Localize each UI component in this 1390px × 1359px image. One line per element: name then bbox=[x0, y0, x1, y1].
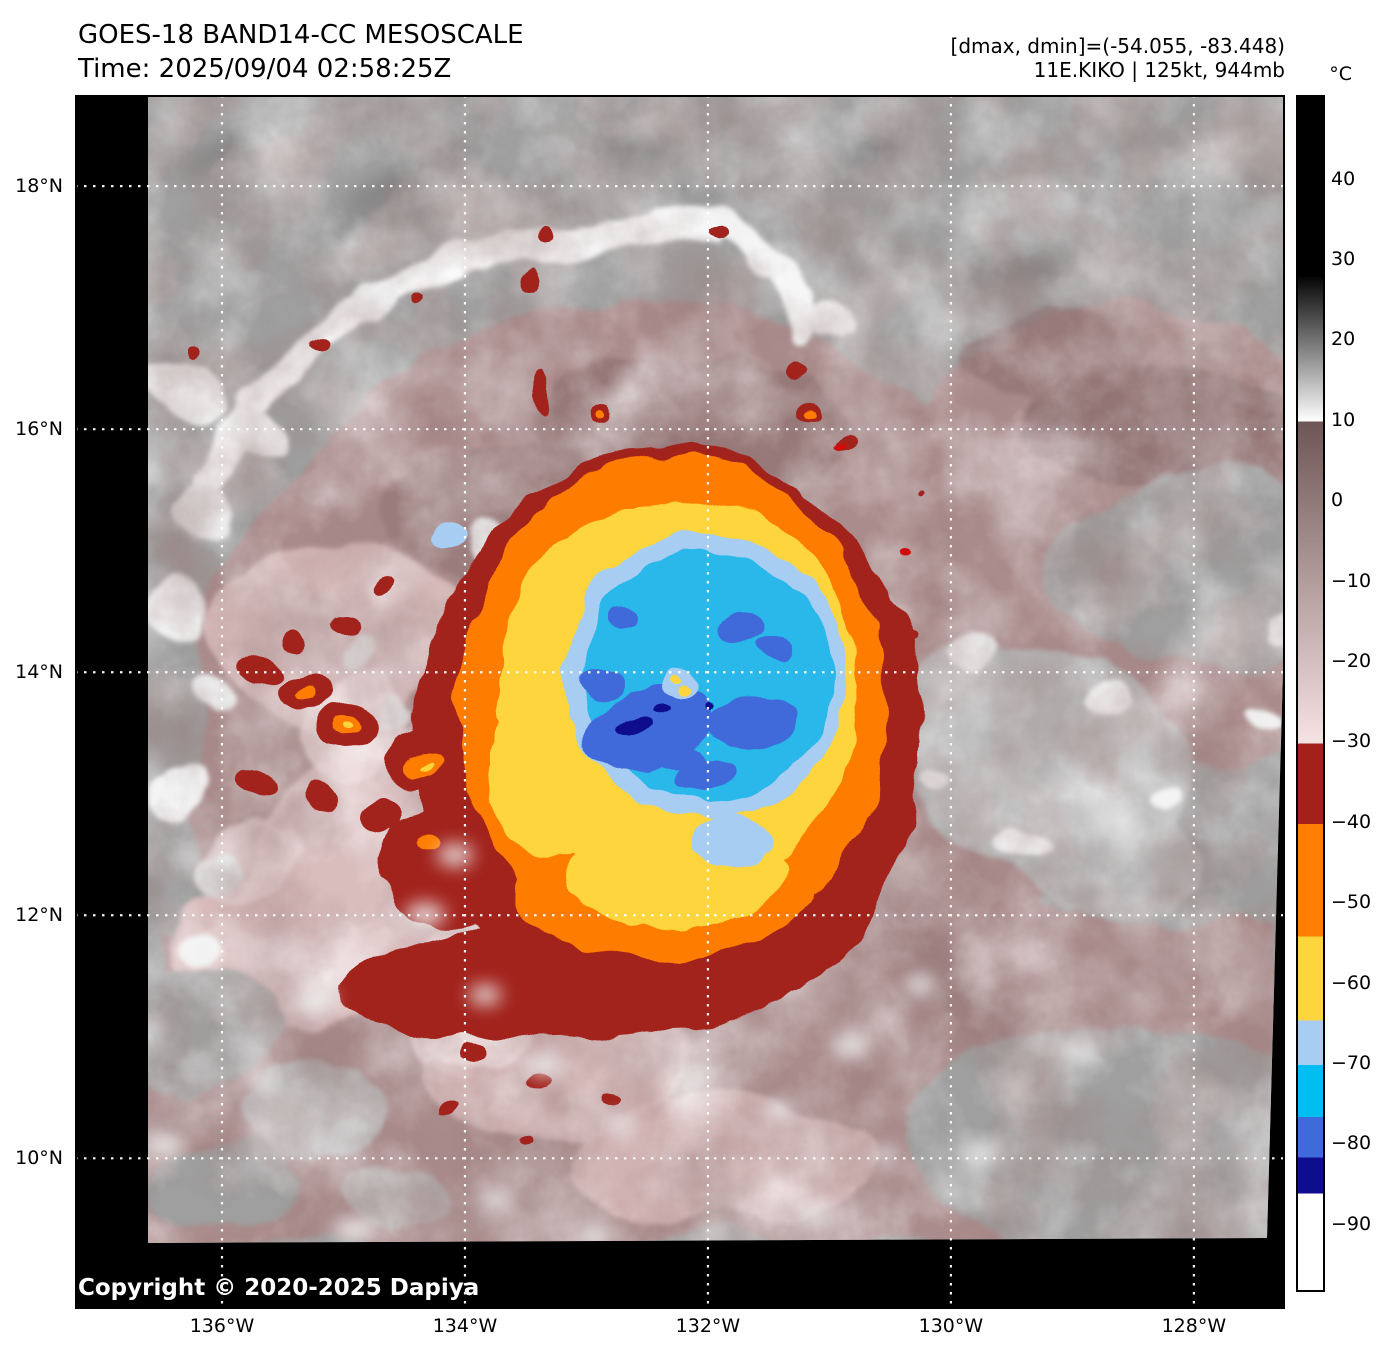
figure-title: GOES-18 BAND14-CC MESOSCALE bbox=[78, 20, 524, 50]
lat-tick-label: 14°N bbox=[15, 661, 63, 684]
lon-tick-label: 136°W bbox=[189, 1315, 255, 1337]
plot-border bbox=[75, 95, 1285, 1309]
lat-tick-label: 12°N bbox=[15, 904, 63, 927]
hurricane-kiko bbox=[187, 226, 922, 1144]
colorbar-tick-label: −90 bbox=[1331, 1212, 1372, 1235]
dmax-dmin-annotation: [dmax, dmin]=(-54.055, -83.448) bbox=[950, 34, 1285, 58]
colorbar-tick-label: −30 bbox=[1331, 730, 1372, 753]
lon-tick-label: 130°W bbox=[918, 1315, 984, 1337]
lon-tick-label: 128°W bbox=[1161, 1315, 1227, 1337]
colorbar-tick-label: −70 bbox=[1331, 1051, 1372, 1074]
colorbar-tick-label: −80 bbox=[1331, 1132, 1372, 1155]
storm-annotation: 11E.KIKO | 125kt, 944mb bbox=[1033, 58, 1285, 82]
lon-tick-label: 132°W bbox=[675, 1315, 741, 1337]
colorbar-tick-label: 0 bbox=[1331, 489, 1344, 512]
colorbar-tick-label: 40 bbox=[1331, 167, 1356, 190]
colorbar-tick-label: −10 bbox=[1331, 569, 1372, 592]
map-plot-area: Copyright © 2020-2025 Dapiya bbox=[75, 95, 1285, 1309]
lat-tick-label: 10°N bbox=[15, 1147, 63, 1170]
copyright-watermark: Copyright © 2020-2025 Dapiya bbox=[78, 1275, 480, 1301]
lat-tick-label: 18°N bbox=[15, 175, 63, 198]
colorbar-tick-label: −40 bbox=[1331, 810, 1372, 833]
figure-timestamp: Time: 2025/09/04 02:58:25Z bbox=[78, 54, 452, 84]
latlon-grid bbox=[75, 95, 1285, 1309]
satellite-map bbox=[75, 95, 1285, 1309]
colorbar-tick-label: 10 bbox=[1331, 408, 1356, 431]
colorbar-unit-label: °C bbox=[1329, 63, 1352, 85]
satellite-swath bbox=[148, 95, 1285, 1243]
colorbar-tick-label: 30 bbox=[1331, 247, 1356, 270]
colorbar-tick-label: −50 bbox=[1331, 891, 1372, 914]
colorbar bbox=[1296, 95, 1325, 1292]
colorbar-tick-label: −60 bbox=[1331, 971, 1372, 994]
colorbar-tick-label: −20 bbox=[1331, 649, 1372, 672]
colorbar-tick-label: 20 bbox=[1331, 328, 1356, 351]
lat-tick-label: 16°N bbox=[15, 418, 63, 441]
lon-tick-label: 134°W bbox=[432, 1315, 498, 1337]
